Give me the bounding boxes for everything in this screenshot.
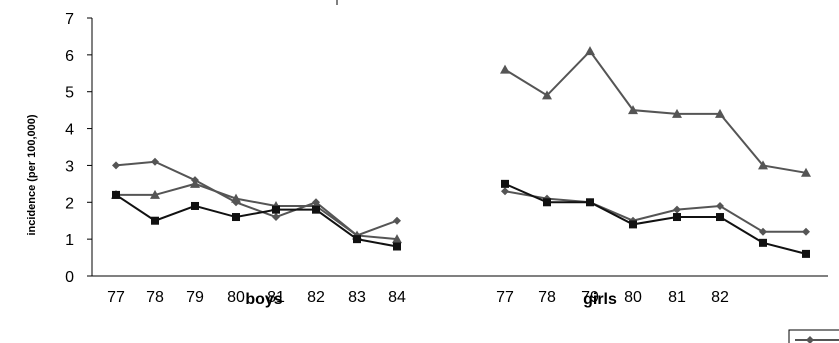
data-point-diamond [393, 216, 401, 225]
y-tick-label: 2 [65, 195, 74, 212]
data-point-diamond [716, 201, 724, 210]
data-point-triangle [231, 193, 241, 203]
x-tick-label: 81 [668, 289, 686, 306]
data-point-triangle [715, 108, 725, 118]
data-point-square [232, 213, 240, 222]
y-tick-label: 4 [65, 122, 74, 139]
series-line-girls-diamond [504, 190, 806, 233]
y-tick-label: 3 [65, 158, 74, 175]
data-point-square [759, 238, 767, 247]
x-tick-label: 79 [186, 289, 204, 306]
data-point-triangle [758, 160, 768, 170]
x-tick-labels: 77 78 79 80 81 82 83 84 77 78 79 80 81 82 [107, 289, 729, 306]
y-tick-labels: 0 1 2 3 4 5 6 7 [65, 11, 74, 286]
x-tick-label: 84 [388, 289, 406, 306]
data-point-square [112, 190, 120, 199]
data-point-triangle [392, 234, 402, 244]
x-tick-label: 77 [107, 289, 125, 306]
legend-diamond-marker [806, 336, 814, 343]
data-point-triangle [542, 90, 552, 100]
axes [87, 0, 828, 277]
series-lines [111, 46, 811, 258]
data-point-triangle [585, 46, 595, 56]
data-point-square [501, 179, 509, 188]
data-point-square [312, 205, 320, 214]
data-point-square [151, 216, 159, 225]
y-tick-label: 7 [65, 11, 74, 28]
x-tick-label: 82 [307, 289, 325, 306]
data-point-triangle [801, 167, 811, 177]
data-point-diamond [759, 227, 767, 236]
y-tick-label: 6 [65, 48, 74, 65]
data-point-diamond [501, 187, 509, 196]
x-tick-label: 80 [227, 289, 245, 306]
x-tick-label: 81 [267, 289, 285, 306]
data-point-square [586, 198, 594, 207]
data-point-square [802, 249, 810, 258]
series-line-boys-triangle [116, 182, 398, 241]
y-tick-label: 5 [65, 85, 74, 102]
x-tick-label: 83 [348, 289, 366, 306]
x-tick-label: 78 [146, 289, 164, 306]
data-point-triangle [672, 108, 682, 118]
data-point-square [629, 220, 637, 229]
data-point-square [272, 205, 280, 214]
x-tick-label: 77 [496, 289, 514, 306]
x-tick-label: 80 [624, 289, 642, 306]
group-label-boys: boys [245, 291, 282, 308]
series-line-girls-square [504, 182, 807, 255]
series-line-girls-triangle [504, 49, 807, 174]
data-point-square [716, 213, 724, 222]
data-point-triangle [150, 189, 160, 199]
y-tick-label: 0 [65, 269, 74, 286]
data-point-square [353, 235, 361, 244]
data-point-square [191, 201, 199, 210]
data-point-diamond [112, 161, 120, 170]
group-label-girls: girls [583, 291, 617, 308]
data-point-square [543, 198, 551, 207]
x-tick-label: 79 [581, 289, 599, 306]
x-tick-label: 82 [711, 289, 729, 306]
x-tick-label: 78 [538, 289, 556, 306]
data-point-diamond [802, 227, 810, 236]
series-line-boys-square [115, 194, 398, 248]
data-point-square [393, 242, 401, 251]
data-point-diamond [151, 157, 159, 166]
data-point-triangle [500, 64, 510, 74]
data-point-diamond [673, 205, 681, 214]
y-axis-label: incidence (per 100,000) [26, 114, 38, 235]
y-tick-label: 1 [65, 232, 74, 249]
data-point-triangle [628, 105, 638, 115]
data-point-diamond [272, 213, 280, 222]
legend-box [788, 329, 839, 343]
data-point-triangle [190, 178, 200, 188]
data-point-square [673, 213, 681, 222]
